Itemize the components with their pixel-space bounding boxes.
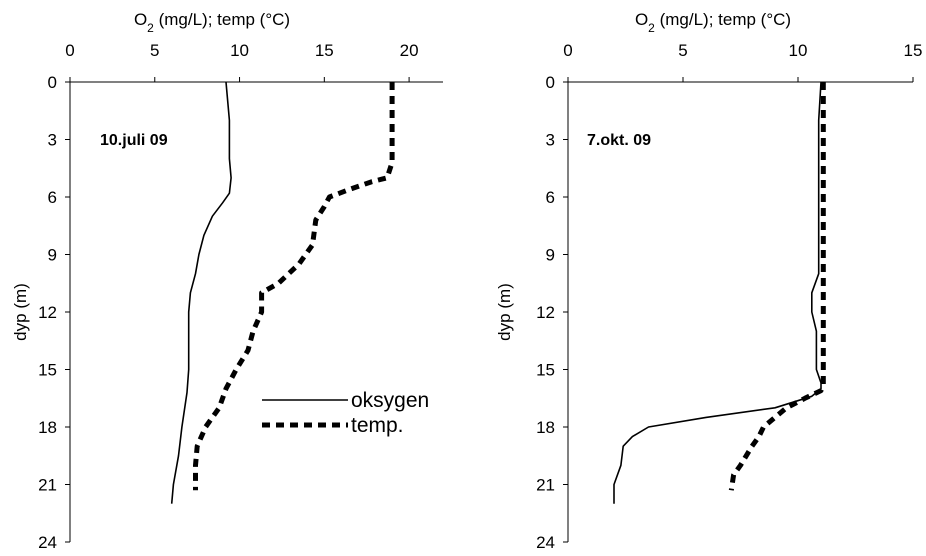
y-tick-label: 0 [48,73,57,92]
panel-date-label: 7.okt. 09 [587,132,651,149]
y-axis-title: dyp (m) [11,283,30,341]
y-tick-label: 24 [536,533,555,552]
y-tick-label: 9 [48,246,57,265]
y-tick-label: 12 [536,303,555,322]
y-tick-label: 18 [38,418,57,437]
x-tick-label: 15 [315,41,334,60]
x-tick-label: 10 [230,41,249,60]
y-tick-label: 6 [546,188,555,207]
series-line-temp [193,82,395,491]
legend-label-temp: temp. [351,414,404,437]
x-tick-label: 15 [904,41,923,60]
y-tick-label: 3 [546,131,555,150]
y-tick-label: 21 [38,476,57,495]
y-tick-label: 3 [48,131,57,150]
y-tick-label: 18 [536,418,555,437]
x-tick-label: 0 [563,41,572,60]
x-tick-label: 20 [400,41,419,60]
x-tick-label: 10 [789,41,808,60]
y-tick-label: 9 [546,246,555,265]
x-axis-title: O2 (mg/L); temp (°C) [635,10,791,35]
series-line-oksygen [170,81,232,504]
y-axis-title: dyp (m) [495,283,514,341]
y-tick-label: 15 [536,361,555,380]
y-tick-label: 15 [38,361,57,380]
series-line-temp [728,82,826,491]
x-tick-label: 5 [150,41,159,60]
x-axis-title: O2 (mg/L); temp (°C) [134,10,290,35]
chart-panel-july: 0 5 10 15 20 0 3 6 9 12 15 18 21 24 O2 (mg/L); temp (°… [11,10,443,552]
x-tick-label: 5 [678,41,687,60]
chart-panel-october: 0 5 10 15 0 3 6 9 12 15 18 21 24 O2 (mg/L); temp (°C)… [495,10,922,552]
y-tick-label: 24 [38,533,57,552]
legend: oksygen temp. [262,389,429,437]
y-tick-label: 6 [48,188,57,207]
x-tick-label: 0 [65,41,74,60]
y-tick-label: 12 [38,303,57,322]
legend-label-oksygen: oksygen [351,389,429,412]
panel-date-label: 10.juli 09 [100,132,168,149]
y-tick-label: 0 [546,73,555,92]
y-tick-label: 21 [536,476,555,495]
